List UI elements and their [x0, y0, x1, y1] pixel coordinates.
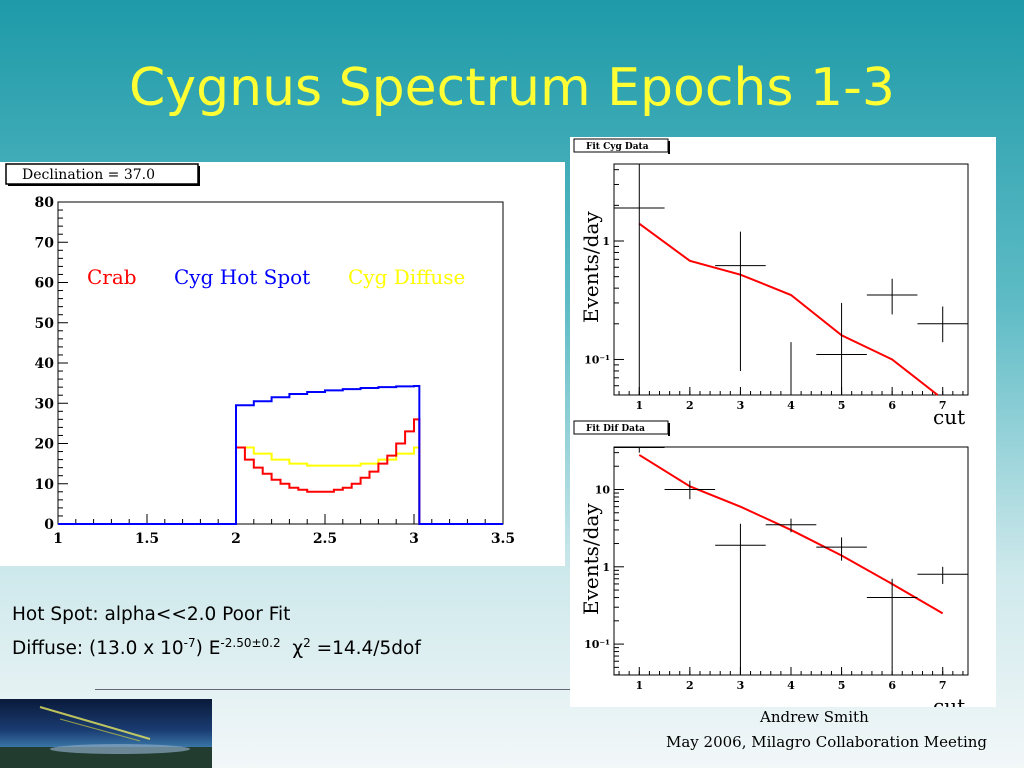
x-tick-label: 1.5 [135, 531, 159, 547]
slide-title: Cygnus Spectrum Epochs 1-3 [129, 58, 895, 118]
declination-histogram-panel: Declination = 37.0 0 10 20 30 40 50 60 70 80 1 1.5… [0, 162, 565, 566]
chi-exponent: 2 [303, 636, 311, 650]
y-tick-label: 1 [602, 561, 610, 574]
plot-frame [613, 446, 969, 676]
x-tick-label: 3 [737, 399, 745, 412]
y-tick-label: 1 [602, 235, 610, 248]
y-tick-label: 60 [35, 276, 55, 292]
diffuse-note-exp1: -7 [183, 636, 196, 650]
fit-dif-plot: 10⁻¹ 1 10 1 2 3 4 5 6 7 [584, 446, 969, 692]
legend-cyg-hot-spot: Cyg Hot Spot [174, 265, 310, 289]
y-tick-label: 10 [595, 484, 611, 497]
y-tick-label: 40 [35, 356, 55, 372]
x-tick-label: 3 [409, 531, 419, 547]
diffuse-note: Diffuse: (13.0 x 10-7) E-2.50±0.2 χ2 =14… [12, 636, 421, 659]
legend-cyg-diffuse: Cyg Diffuse [348, 265, 465, 289]
thumbnail-streak [39, 706, 151, 740]
x-tick-label: 1 [635, 679, 643, 692]
fit-plots-panel: Fit Cyg Data 10⁻¹ 1 1 2 3 4 5 6 7 Events/day cut… [570, 137, 996, 718]
thumbnail-art [0, 706, 212, 768]
y-tick-label: 10⁻¹ [584, 353, 610, 366]
histogram-axes: 0 10 20 30 40 50 60 70 80 1 1.5 2 2.5 3 3.5 [35, 195, 516, 547]
y-tick-label: 20 [35, 437, 55, 453]
y-tick-label: 10⁻¹ [584, 638, 610, 651]
x-tick-label: 2 [231, 531, 241, 547]
y-tick-label: 70 [35, 235, 55, 251]
x-tick-label: 2 [686, 399, 694, 412]
y-tick-label: 0 [44, 517, 54, 533]
series-line-cyg-hot-spot [58, 384, 503, 525]
plot-frame [57, 201, 504, 525]
x-tick-label: 6 [888, 679, 896, 692]
fit-plots: Fit Cyg Data 10⁻¹ 1 1 2 3 4 5 6 7 Events/day cut… [573, 138, 969, 718]
footer-event: May 2006, Milagro Collaboration Meeting [666, 733, 987, 751]
fit-cyg-ylabel: Events/day [579, 211, 603, 323]
x-tick-label: 3 [737, 679, 745, 692]
thumbnail-pond [50, 744, 190, 754]
legend-crab: Crab [87, 265, 137, 289]
x-tick-label: 5 [838, 679, 846, 692]
fit-line [638, 454, 944, 615]
fit-line [638, 222, 939, 396]
x-tick-label: 7 [939, 399, 947, 412]
histogram-series [58, 384, 503, 525]
hot-spot-note: Hot Spot: alpha<<2.0 Poor Fit [12, 604, 291, 625]
x-tick-label: 5 [838, 399, 846, 412]
declination-histogram: Declination = 37.0 0 10 20 30 40 50 60 70 80 1 1.5… [5, 163, 516, 547]
x-tick-label: 1 [53, 531, 63, 547]
y-tick-label: 50 [35, 316, 55, 332]
fit-cyg-title-shadow [668, 141, 670, 154]
fit-cyg-plot: 10⁻¹ 1 1 2 3 4 5 6 7 [584, 163, 969, 412]
fit-cyg-title: Fit Cyg Data [586, 142, 649, 152]
x-tick-label: 7 [939, 679, 947, 692]
stat-box-shadow-bottom [8, 184, 200, 186]
stat-box-shadow [198, 166, 200, 186]
x-tick-label: 4 [787, 679, 795, 692]
footer-author: Andrew Smith [760, 708, 869, 726]
thumbnail-streak-2 [59, 718, 141, 742]
x-tick-label: 1 [635, 399, 643, 412]
footer-divider [95, 689, 570, 690]
series-line-crab [58, 418, 503, 525]
x-tick-label: 3.5 [491, 531, 515, 547]
fit-dif-ylabel: Events/day [579, 503, 603, 615]
x-tick-label: 2 [686, 679, 694, 692]
x-tick-label: 6 [888, 399, 896, 412]
y-tick-label: 80 [35, 195, 55, 211]
milagro-thumbnail-image [0, 699, 212, 768]
diffuse-note-exp2: -2.50±0.2 [220, 636, 281, 650]
diffuse-note-prefix: Diffuse: (13.0 x 10 [12, 638, 184, 660]
y-tick-label: 30 [35, 396, 55, 412]
x-tick-label: 2.5 [313, 531, 337, 547]
x-tick-label: 4 [787, 399, 795, 412]
diffuse-note-mid: ) E [195, 638, 221, 660]
stat-box-label: Declination = 37.0 [22, 167, 155, 183]
fit-dif-xlabel: cut [933, 694, 965, 707]
fit-cyg-xlabel: cut [933, 405, 965, 429]
chi-symbol: χ [292, 638, 304, 660]
fit-dif-title: Fit Dif Data [586, 424, 645, 434]
y-tick-label: 10 [35, 477, 55, 493]
series-line-cyg-diffuse [58, 446, 503, 525]
fit-dif-title-shadow [668, 423, 670, 436]
diffuse-note-suffix: =14.4/5dof [310, 638, 421, 660]
